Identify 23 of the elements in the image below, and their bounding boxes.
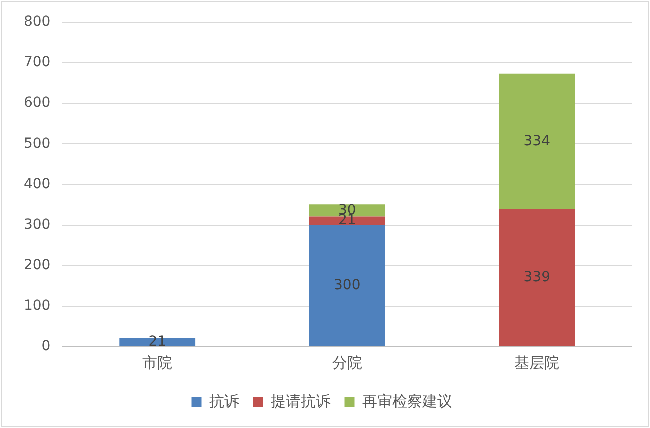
legend-label: 提请抗诉	[270, 392, 331, 410]
y-tick-label: 800	[24, 14, 51, 30]
y-tick-label: 300	[24, 216, 51, 233]
y-tick-label: 0	[42, 338, 51, 355]
y-tick-label: 600	[24, 95, 51, 112]
x-tick-label: 分院	[332, 354, 362, 372]
y-tick-label: 400	[24, 176, 51, 192]
x-tick-label: 基层院	[514, 354, 560, 372]
bar	[499, 209, 576, 346]
y-tick-label: 700	[24, 54, 51, 71]
data-label: 300	[334, 278, 361, 294]
y-tick-label: 200	[24, 257, 51, 274]
bar	[499, 74, 576, 210]
data-label: 21	[148, 334, 167, 350]
data-label: 334	[524, 133, 551, 150]
data-label: 339	[524, 270, 550, 286]
bar	[309, 216, 386, 226]
legend-label: 抗诉	[209, 392, 240, 410]
x-tick-label: 市院	[142, 354, 173, 372]
legend-label: 再审检察建议	[362, 392, 452, 410]
y-tick-label: 100	[24, 298, 51, 314]
bar	[309, 225, 386, 346]
y-tick-label: 500	[24, 136, 51, 152]
